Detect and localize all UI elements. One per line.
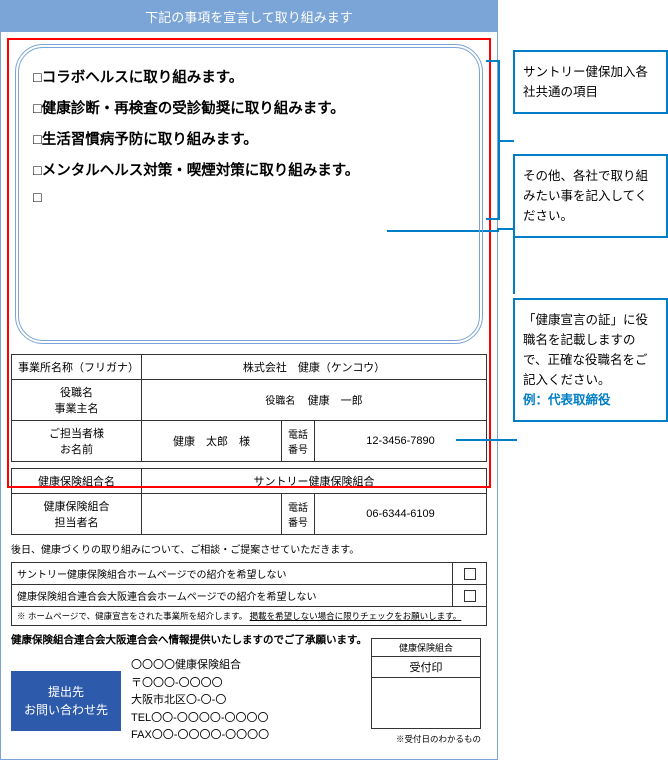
insurance-contact-label: 健康保険組合 担当者名: [12, 494, 142, 535]
declaration-item[interactable]: □生活習慣病予防に取り組みます。: [33, 128, 465, 149]
insurance-tel-value[interactable]: 06-6344-6109: [315, 494, 487, 535]
company-name-value[interactable]: 株式会社 健康（ケンコウ）: [142, 355, 487, 380]
stamp-body: [372, 678, 480, 728]
receipt-stamp-box: 健康保険組合 受付印: [371, 638, 481, 729]
contact-person-value[interactable]: 健康 太郎 様: [142, 421, 282, 462]
company-info-table: 事業所名称（フリガナ） 株式会社 健康（ケンコウ） 役職名 事業主名 役職名 健…: [11, 354, 487, 462]
declaration-item[interactable]: □健康診断・再検査の受診勧奨に取り組みます。: [33, 97, 465, 118]
opt-line-1: サントリー健康保険組合ホームページでの紹介を希望しない: [12, 563, 453, 585]
position-owner-label: 役職名 事業主名: [12, 380, 142, 421]
callouts-column: サントリー健保加入各社共通の項目 その他、各社で取り組みたい事を記入してください…: [513, 0, 668, 462]
insurance-info-table: 健康保険組合名 サントリー健康保険組合 健康保険組合 担当者名 電話 番号 06…: [11, 468, 487, 535]
position-owner-value[interactable]: 役職名 健康 一郎: [142, 380, 487, 421]
declaration-item[interactable]: □メンタルヘルス対策・喫煙対策に取り組みます。: [33, 159, 465, 180]
declaration-box: □コラボヘルスに取り組みます。 □健康診断・再検査の受診勧奨に取り組みます。 □…: [15, 44, 483, 344]
follow-up-note: 後日、健康づくりの取り組みについて、ご相談・ご提案させていただきます。: [11, 541, 487, 556]
document-form: 下記の事項を宣言して取り組みます □コラボヘルスに取り組みます。 □健康診断・再…: [0, 0, 498, 760]
stamp-head: 健康保険組合: [372, 639, 480, 657]
publication-options-table: サントリー健康保険組合ホームページでの紹介を希望しない 健康保険組合連合会大阪連…: [11, 562, 487, 626]
callout-position-note: 「健康宣言の証」に役職名を記載しますので、正確な役職名をご記入ください。 例：代…: [513, 298, 668, 422]
opt-check-2[interactable]: [453, 585, 487, 607]
contact-details: 〇〇〇〇健康保険組合 〒〇〇〇-〇〇〇〇 大阪市北区〇-〇-〇 TEL〇〇-〇〇…: [131, 657, 269, 745]
stamp-note: ※受付日のわかるもの: [396, 733, 481, 745]
submit-contact-button: 提出先 お問い合わせ先: [11, 671, 121, 731]
callout-other-items: その他、各社で取り組みたい事を記入してください。: [513, 154, 668, 238]
stamp-sub: 受付印: [372, 657, 480, 678]
contact-person-label: ご担当者様 お名前: [12, 421, 142, 462]
declaration-item[interactable]: □コラボヘルスに取り組みます。: [33, 66, 465, 87]
opt-check-1[interactable]: [453, 563, 487, 585]
tel-value[interactable]: 12-3456-7890: [315, 421, 487, 462]
connector-bracket-3: [456, 439, 501, 441]
insurance-tel-label: 電話 番号: [282, 494, 315, 535]
tel-label: 電話 番号: [282, 421, 315, 462]
form-header: 下記の事項を宣言して取り組みます: [1, 1, 497, 32]
insurance-name-label: 健康保険組合名: [12, 469, 142, 494]
connector-bracket-1: [486, 60, 500, 220]
opt-footnote: ※ ホームページで、健康宣言をされた事業所を紹介します。 掲載を希望しない場合に…: [12, 607, 487, 626]
callout-common-items: サントリー健保加入各社共通の項目: [513, 50, 668, 114]
company-name-label: 事業所名称（フリガナ）: [12, 355, 142, 380]
declaration-item[interactable]: □: [33, 190, 465, 206]
opt-line-2: 健康保険組合連合会大阪連合会ホームページでの紹介を希望しない: [12, 585, 453, 607]
insurance-name-value[interactable]: サントリー健康保険組合: [142, 469, 487, 494]
insurance-contact-value[interactable]: [142, 494, 282, 535]
